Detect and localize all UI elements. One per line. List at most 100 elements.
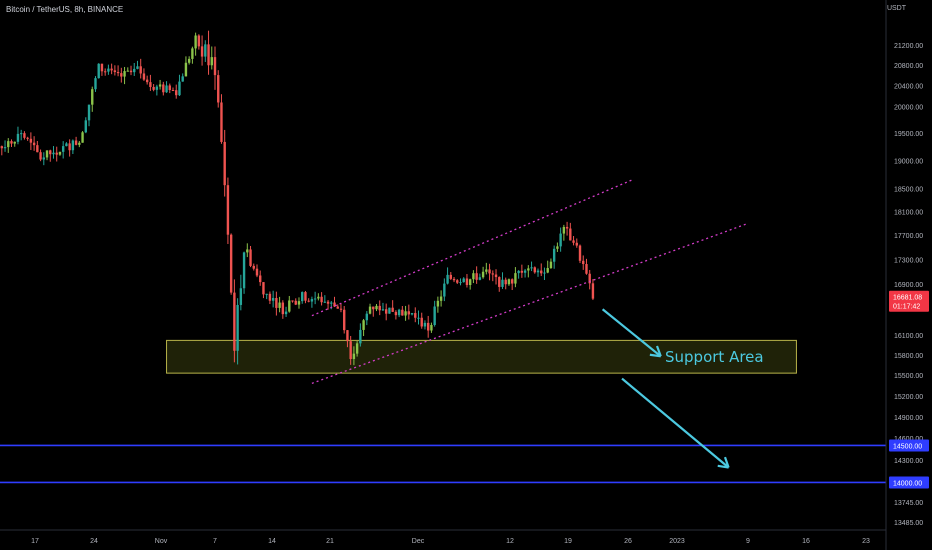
candle-body[interactable] (81, 132, 84, 143)
candle-body[interactable] (158, 84, 162, 87)
candle-body[interactable] (504, 279, 507, 285)
candle-body[interactable] (549, 261, 553, 269)
candle-body[interactable] (478, 277, 482, 280)
candle-body[interactable] (71, 140, 75, 151)
candle-body[interactable] (559, 233, 562, 247)
candle-body[interactable] (133, 68, 136, 73)
candle-body[interactable] (200, 46, 204, 57)
candle-body[interactable] (16, 133, 20, 142)
candle-body[interactable] (281, 302, 285, 315)
candle-body[interactable] (320, 296, 323, 303)
candle-body[interactable] (556, 246, 559, 249)
candle-body[interactable] (19, 133, 23, 135)
candle-body[interactable] (372, 306, 375, 310)
candle-body[interactable] (430, 325, 433, 331)
candle-body[interactable] (142, 73, 146, 80)
candle-body[interactable] (13, 141, 16, 144)
candle-body[interactable] (517, 270, 520, 274)
candle-body[interactable] (84, 120, 87, 133)
candle-body[interactable] (268, 293, 272, 301)
candle-body[interactable] (404, 311, 407, 316)
candle-body[interactable] (49, 150, 52, 155)
candle-body[interactable] (436, 300, 440, 307)
candle-body[interactable] (246, 249, 249, 253)
candle-body[interactable] (349, 341, 352, 360)
candle-body[interactable] (191, 48, 194, 59)
candle-body[interactable] (333, 302, 336, 307)
candle-body[interactable] (507, 279, 511, 285)
candle-body[interactable] (123, 71, 126, 77)
candle-body[interactable] (39, 152, 42, 160)
candle-body[interactable] (362, 320, 365, 330)
candle-body[interactable] (307, 300, 310, 302)
candle-body[interactable] (178, 81, 181, 96)
candle-body[interactable] (523, 270, 527, 273)
candle-body[interactable] (58, 151, 62, 155)
candle-body[interactable] (352, 353, 356, 360)
candle-body[interactable] (388, 307, 391, 314)
candle-body[interactable] (162, 84, 165, 93)
candle-body[interactable] (562, 226, 566, 234)
candle-body[interactable] (336, 306, 339, 309)
candle-body[interactable] (485, 269, 488, 272)
candle-body[interactable] (217, 75, 220, 103)
candle-body[interactable] (543, 272, 546, 274)
candle-body[interactable] (204, 44, 207, 57)
candle-body[interactable] (103, 71, 107, 73)
candle-body[interactable] (304, 292, 307, 301)
candle-body[interactable] (301, 292, 304, 302)
candle-body[interactable] (23, 133, 26, 138)
candle-body[interactable] (401, 309, 404, 316)
candle-body[interactable] (94, 78, 97, 90)
candle-body[interactable] (417, 317, 420, 319)
candle-body[interactable] (323, 301, 327, 303)
candle-body[interactable] (113, 70, 117, 73)
candle-body[interactable] (207, 44, 210, 66)
candle-body[interactable] (582, 260, 585, 265)
candle-body[interactable] (239, 288, 243, 305)
candle-body[interactable] (181, 76, 184, 82)
candle-body[interactable] (578, 245, 582, 261)
candle-body[interactable] (255, 268, 259, 276)
candle-body[interactable] (91, 89, 94, 105)
candle-body[interactable] (536, 270, 540, 273)
candle-body[interactable] (465, 278, 469, 285)
candle-body[interactable] (498, 277, 501, 287)
candle-body[interactable] (165, 85, 168, 93)
candle-body[interactable] (149, 82, 152, 87)
candle-body[interactable] (456, 280, 459, 283)
candle-body[interactable] (310, 299, 314, 302)
candle-body[interactable] (355, 343, 359, 354)
candle-body[interactable] (65, 143, 68, 147)
candle-body[interactable] (226, 185, 230, 235)
candle-body[interactable] (55, 152, 58, 155)
candle-body[interactable] (175, 90, 178, 96)
candle-body[interactable] (52, 152, 55, 155)
candle-body[interactable] (252, 265, 255, 269)
candle-body[interactable] (155, 86, 159, 90)
candle-body[interactable] (468, 279, 472, 285)
candle-body[interactable] (449, 274, 453, 279)
candle-body[interactable] (78, 142, 81, 145)
candle-body[interactable] (510, 279, 514, 284)
candle-body[interactable] (384, 309, 388, 314)
candle-body[interactable] (533, 267, 536, 273)
candle-body[interactable] (585, 264, 588, 274)
candle-body[interactable] (242, 252, 246, 289)
candle-body[interactable] (259, 275, 262, 283)
candle-body[interactable] (575, 242, 578, 246)
candle-body[interactable] (546, 268, 549, 273)
candle-body[interactable] (565, 226, 569, 229)
candle-body[interactable] (100, 63, 104, 72)
candle-body[interactable] (491, 273, 494, 275)
candle-body[interactable] (527, 268, 530, 271)
candle-body[interactable] (381, 309, 385, 311)
candle-body[interactable] (514, 273, 517, 284)
candle-body[interactable] (439, 296, 443, 301)
candle-body[interactable] (488, 269, 491, 274)
candle-body[interactable] (3, 147, 7, 149)
candle-body[interactable] (29, 138, 33, 143)
candle-body[interactable] (313, 298, 317, 300)
candle-body[interactable] (365, 313, 369, 321)
